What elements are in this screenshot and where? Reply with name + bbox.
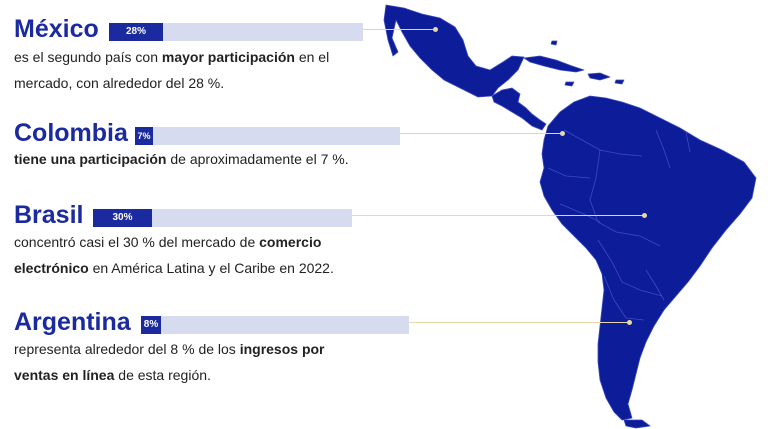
mexico-leader-line — [363, 29, 435, 30]
share-bar-track: 30% — [93, 209, 352, 227]
desc-highlight: ventas en línea — [14, 367, 115, 383]
central-america-shape — [491, 87, 547, 131]
desc-highlight: mayor participación — [161, 49, 295, 65]
hispaniola-shape — [587, 72, 611, 81]
share-bar-fill: 8% — [141, 316, 161, 334]
share-bar-fill: 30% — [93, 209, 152, 227]
cuba-shape — [523, 55, 585, 73]
colombia-leader-line — [400, 133, 562, 134]
country-description: tiene una participación de aproximadamen… — [14, 146, 394, 172]
share-percent-label: 8% — [143, 319, 159, 330]
desc-text: de aproximadamente el 7 %. — [166, 151, 349, 167]
desc-highlight: ingresos por — [239, 341, 325, 357]
desc-text: concentró casi el 30 % del mercado de — [14, 234, 260, 250]
share-bar-track: 7% — [135, 127, 400, 145]
desc-highlight: comercio — [259, 234, 322, 250]
desc-highlight: electrónico — [14, 260, 89, 276]
brasil-leader-line — [352, 215, 644, 216]
share-percent-label: 30% — [112, 212, 133, 223]
caribbean-island-shape — [614, 79, 625, 85]
desc-text: en América Latina y el Caribe en 2022. — [88, 260, 334, 276]
share-bar-fill: 28% — [109, 23, 163, 41]
country-name: México — [14, 15, 99, 43]
desc-text: en el — [294, 49, 330, 65]
tierra-del-fuego-shape — [623, 419, 651, 429]
caribbean-island-shape — [550, 40, 558, 46]
mexico-shape — [383, 4, 525, 98]
mexico-map-marker — [433, 27, 438, 32]
share-percent-label: 7% — [137, 131, 151, 141]
desc-text: es el segundo país con — [14, 49, 162, 65]
share-bar-track: 8% — [141, 316, 409, 334]
desc-text: de esta región. — [114, 367, 211, 383]
share-percent-label: 28% — [125, 26, 146, 37]
country-description: concentró casi el 30 % del mercado de co… — [14, 229, 394, 281]
colombia-map-marker — [560, 131, 565, 136]
share-bar-track: 28% — [109, 23, 363, 41]
country-description: es el segundo país con mayor participaci… — [14, 44, 394, 96]
desc-text: representa alrededor del 8 % de los — [14, 341, 240, 357]
argentina-leader-line — [409, 322, 629, 323]
brasil-map-marker — [642, 213, 647, 218]
country-description: representa alrededor del 8 % de los ingr… — [14, 336, 394, 388]
desc-highlight: tiene una participación — [14, 151, 167, 167]
caribbean-island-shape — [564, 81, 575, 87]
share-bar-fill: 7% — [135, 127, 153, 145]
desc-text: mercado, con alrededor del 28 %. — [14, 75, 225, 91]
country-name: Argentina — [14, 308, 131, 336]
south-america-shape — [539, 95, 757, 421]
country-name: Brasil — [14, 201, 84, 229]
argentina-map-marker — [627, 320, 632, 325]
country-name: Colombia — [14, 119, 128, 147]
